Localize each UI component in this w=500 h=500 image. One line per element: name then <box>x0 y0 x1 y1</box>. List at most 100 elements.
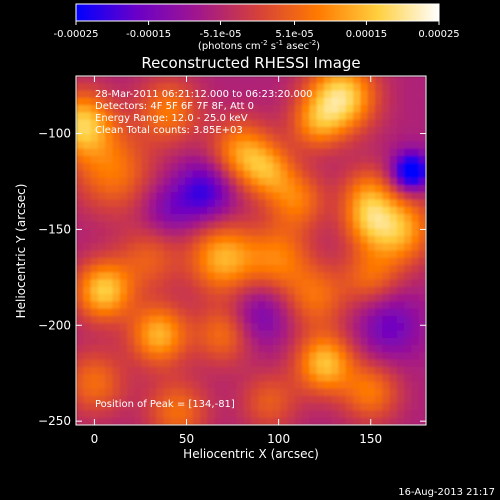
heatmap-cell <box>360 76 369 84</box>
heatmap-cell <box>236 243 245 252</box>
heatmap-cell <box>389 388 398 397</box>
heatmap-cell <box>170 105 179 113</box>
heatmap-cell <box>382 395 391 404</box>
heatmap-cell <box>127 214 135 223</box>
heatmap-cell <box>418 374 426 382</box>
heatmap-cell <box>156 315 165 324</box>
heatmap-cell <box>360 257 369 266</box>
heatmap-cell <box>367 250 376 259</box>
heatmap-cell <box>302 119 310 128</box>
heatmap-cell <box>265 308 274 317</box>
heatmap-cell <box>382 323 391 332</box>
heatmap-cell <box>112 243 121 252</box>
heatmap-cell <box>90 199 99 208</box>
heatmap-cell <box>418 352 426 361</box>
heatmap-cell <box>294 206 303 215</box>
heatmap-cell <box>178 97 186 106</box>
heatmap-cell <box>389 345 398 353</box>
heatmap-cell <box>185 76 194 84</box>
heatmap-cell <box>338 294 347 302</box>
heatmap-cell <box>316 381 325 390</box>
heatmap-cell <box>411 163 420 172</box>
heatmap-cell <box>323 177 332 186</box>
heatmap-cell <box>170 272 179 281</box>
heatmap-cell <box>207 330 216 339</box>
heatmap-cell <box>97 155 106 164</box>
heatmap-cell <box>178 112 186 121</box>
heatmap-cell <box>353 206 361 215</box>
heatmap-cell <box>294 301 303 310</box>
heatmap-cell <box>331 214 340 223</box>
heatmap-cell <box>236 352 245 361</box>
heatmap-cell <box>404 315 413 324</box>
heatmap-cell <box>90 112 99 121</box>
heatmap-cell <box>360 315 369 324</box>
heatmap-cell <box>418 83 426 92</box>
heatmap-cell <box>97 206 106 215</box>
heatmap-cell <box>156 352 165 361</box>
heatmap-cell <box>236 286 245 295</box>
heatmap-cell <box>156 366 165 375</box>
heatmap-cell <box>353 279 361 288</box>
heatmap-cell <box>141 403 150 412</box>
heatmap-cell <box>112 76 121 84</box>
heatmap-cell <box>185 366 194 375</box>
heatmap-cell <box>148 243 157 252</box>
heatmap-cell <box>243 374 252 382</box>
heatmap-cell <box>156 257 165 266</box>
heatmap-cell <box>170 199 179 208</box>
heatmap-cell <box>302 279 310 288</box>
heatmap-cell <box>221 366 230 375</box>
heatmap-cell <box>323 83 332 92</box>
heatmap-cell <box>76 294 84 302</box>
heatmap-cell <box>221 388 230 397</box>
heatmap-cell <box>97 374 106 382</box>
heatmap-cell <box>280 308 289 317</box>
heatmap-cell <box>258 228 267 237</box>
heatmap-cell <box>323 126 332 135</box>
heatmap-cell <box>192 272 201 281</box>
heatmap-cell <box>404 76 413 84</box>
heatmap-cell <box>287 185 296 193</box>
heatmap-cell <box>374 105 383 113</box>
chart-title: Reconstructed RHESSI Image <box>141 54 360 72</box>
heatmap-cell <box>97 221 106 230</box>
heatmap-cell <box>243 163 252 172</box>
heatmap-cell <box>243 83 252 92</box>
heatmap-cell <box>170 315 179 324</box>
heatmap-cell <box>280 315 289 324</box>
heatmap-cell <box>243 323 252 332</box>
heatmap-cell <box>374 308 383 317</box>
heatmap-cell <box>221 403 230 412</box>
heatmap-cell <box>287 417 296 425</box>
heatmap-cell <box>192 192 201 201</box>
heatmap-cell <box>360 330 369 339</box>
heatmap-cell <box>323 243 332 252</box>
heatmap-cell <box>192 163 201 172</box>
heatmap-cell <box>280 126 289 135</box>
heatmap-cell <box>411 105 420 113</box>
heatmap-cell <box>265 272 274 281</box>
heatmap-cell <box>367 352 376 361</box>
heatmap-cell <box>258 235 267 244</box>
heatmap-cell <box>272 395 281 404</box>
heatmap-cell <box>192 105 201 113</box>
heatmap-cell <box>272 185 281 193</box>
heatmap-cell <box>134 119 143 128</box>
colorbar-tick-label: 0.00015 <box>346 29 387 40</box>
heatmap-cell <box>287 126 296 135</box>
heatmap-cell <box>404 112 413 121</box>
heatmap-cell <box>185 250 194 259</box>
heatmap-cell <box>192 315 201 324</box>
heatmap-cell <box>170 112 179 121</box>
heatmap-cell <box>280 279 289 288</box>
heatmap-cell <box>134 221 143 230</box>
heatmap-cell <box>76 286 84 295</box>
heatmap-cell <box>302 134 310 143</box>
heatmap-cell <box>119 214 128 223</box>
heatmap-cell <box>382 250 391 259</box>
heatmap-cell <box>287 388 296 397</box>
heatmap-cell <box>353 301 361 310</box>
heatmap-cell <box>367 286 376 295</box>
heatmap-cell <box>199 330 208 339</box>
